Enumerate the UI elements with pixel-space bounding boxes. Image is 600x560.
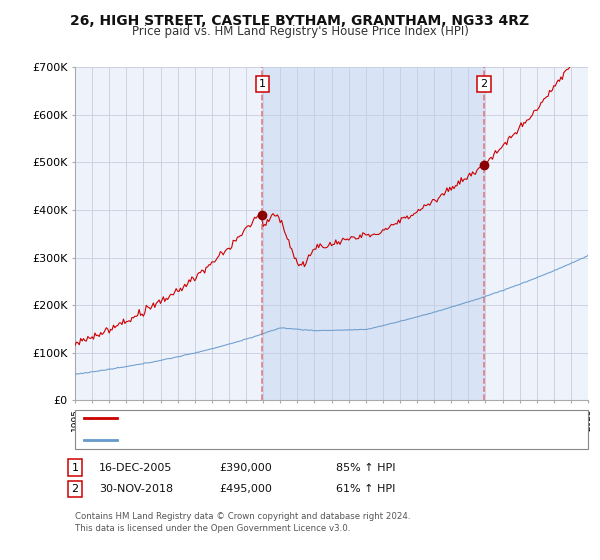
Text: 2: 2 xyxy=(71,484,79,494)
Text: 30-NOV-2018: 30-NOV-2018 xyxy=(99,484,173,494)
Text: 26, HIGH STREET, CASTLE BYTHAM, GRANTHAM, NG33 4RZ (detached house): 26, HIGH STREET, CASTLE BYTHAM, GRANTHAM… xyxy=(123,413,509,423)
Text: 16-DEC-2005: 16-DEC-2005 xyxy=(99,463,172,473)
Text: Contains HM Land Registry data © Crown copyright and database right 2024.
This d: Contains HM Land Registry data © Crown c… xyxy=(75,512,410,533)
Text: £390,000: £390,000 xyxy=(219,463,272,473)
Text: HPI: Average price, detached house, South Kesteven: HPI: Average price, detached house, Sout… xyxy=(123,435,385,445)
Text: 85% ↑ HPI: 85% ↑ HPI xyxy=(336,463,395,473)
Text: £495,000: £495,000 xyxy=(219,484,272,494)
Bar xyxy=(262,67,484,400)
Text: 1: 1 xyxy=(71,463,79,473)
Text: Price paid vs. HM Land Registry's House Price Index (HPI): Price paid vs. HM Land Registry's House … xyxy=(131,25,469,38)
Text: 26, HIGH STREET, CASTLE BYTHAM, GRANTHAM, NG33 4RZ: 26, HIGH STREET, CASTLE BYTHAM, GRANTHAM… xyxy=(70,14,530,28)
Text: 1: 1 xyxy=(259,79,266,89)
Text: 61% ↑ HPI: 61% ↑ HPI xyxy=(336,484,395,494)
Text: 2: 2 xyxy=(481,79,488,89)
